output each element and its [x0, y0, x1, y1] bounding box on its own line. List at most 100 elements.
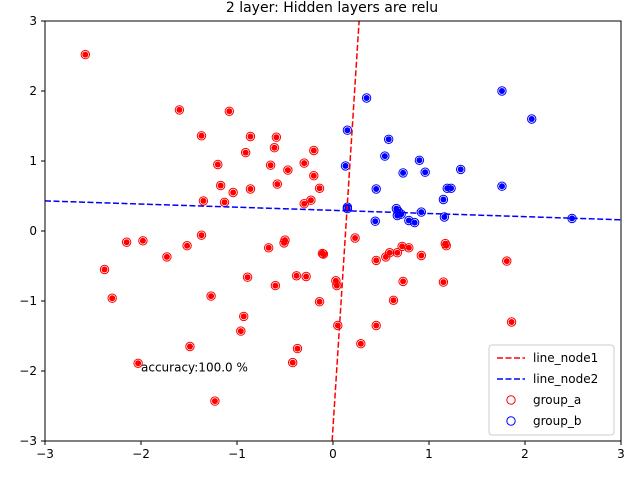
group_a-point: [240, 147, 251, 158]
accuracy-annotation: accuracy:100.0 %: [141, 361, 248, 375]
group_b-point-fill: [400, 169, 407, 176]
x-tick-label: −3: [36, 447, 54, 461]
group_a-point-fill: [310, 172, 317, 179]
group_a-point: [371, 320, 381, 331]
group_a-point-fill: [508, 319, 515, 325]
group_a-point-fill: [394, 249, 401, 256]
group_a-point-fill: [274, 181, 281, 188]
group_a-point: [270, 280, 281, 291]
group_b-point-fill: [363, 95, 370, 101]
group_a-point: [314, 183, 325, 194]
series-group_a: [80, 49, 517, 406]
group_a-point-fill: [271, 144, 278, 151]
group_a-point-fill: [294, 345, 301, 352]
group_a-point-fill: [303, 273, 310, 280]
group_b-point-fill: [416, 157, 423, 164]
group_a-point-fill: [316, 185, 323, 192]
line_node2: [45, 200, 621, 221]
legend: line_node1 line_node2 group_a group_b: [488, 344, 615, 436]
group_a-point-fill: [109, 295, 116, 302]
y-tick-label: 2: [29, 84, 37, 98]
group_a-point-fill: [289, 359, 296, 366]
group_a-point: [263, 243, 274, 253]
lines-layer: [45, 21, 621, 441]
group_a-point-fill: [301, 160, 308, 167]
group_a-point: [210, 396, 220, 406]
group_a-point-fill: [217, 182, 224, 189]
group_a-point: [99, 264, 110, 275]
group_a-point: [441, 241, 451, 251]
group_a-point: [265, 160, 276, 170]
group_b-point: [416, 207, 427, 217]
group_a-point: [291, 271, 302, 281]
group_a-point-fill: [214, 161, 221, 168]
group_b-point: [420, 167, 430, 177]
group_a-point: [384, 248, 395, 258]
series-layer: [80, 49, 577, 406]
group_a-point-fill: [226, 108, 233, 115]
group_a-point: [185, 341, 195, 352]
group_b-point: [455, 164, 466, 175]
group_a-point-fill: [163, 253, 170, 260]
group_b-point-fill: [441, 214, 448, 220]
group_a-point: [506, 317, 517, 327]
group_b-point: [371, 184, 381, 194]
group_a-point-fill: [247, 133, 254, 140]
group_a-point-fill: [184, 242, 191, 249]
group_b-point: [342, 203, 353, 214]
legend-label-group_b: group_b: [533, 414, 581, 428]
group_a-point-fill: [390, 297, 397, 304]
y-tick-label: −1: [19, 294, 37, 308]
group_b-point-fill: [422, 169, 429, 176]
group_a-point: [138, 236, 148, 246]
group_a-point-fill: [399, 243, 406, 250]
group_a-point-fill: [273, 134, 280, 141]
group_a-point: [371, 255, 381, 266]
group_a-point-fill: [267, 162, 274, 169]
group_a-point: [301, 271, 311, 282]
group_b-point: [497, 181, 507, 191]
series-group_b: [340, 86, 577, 228]
group_a-point: [196, 230, 207, 240]
group_b-point-fill: [344, 127, 351, 134]
group_a-point-fill: [333, 282, 340, 289]
group_a-point-fill: [373, 322, 380, 329]
group_a-point: [198, 196, 209, 206]
group_b-point: [439, 212, 450, 222]
group_a-point-fill: [198, 232, 205, 239]
group_b-point-fill: [448, 185, 455, 192]
group_a-point-fill: [301, 200, 308, 207]
group_a-point-fill: [101, 266, 108, 273]
group_a-point-fill: [139, 237, 146, 244]
group_a-point: [287, 357, 298, 368]
legend-label-group_a: group_a: [533, 393, 581, 407]
group_a-point-fill: [319, 250, 326, 257]
group_b-point: [438, 194, 449, 205]
group_a-point: [245, 131, 256, 142]
group_b-point: [409, 217, 420, 228]
group_a-point: [107, 293, 117, 303]
legend-swatch-group_b: [506, 416, 516, 426]
group_a-point-fill: [357, 340, 364, 347]
x-tick-label: 2: [521, 447, 529, 461]
group_b-point: [396, 209, 406, 219]
group_b-point: [446, 183, 456, 194]
axes-layer: −3 −2 −1 0 1 2 3 −3 −2 −1 0 1 2 3: [19, 14, 625, 461]
group_a-point: [398, 276, 408, 287]
group_a-point-fill: [382, 253, 389, 260]
group_a-point-fill: [198, 132, 205, 139]
group_a-point: [318, 249, 329, 259]
group_b-point: [414, 155, 425, 166]
group_b-point: [527, 114, 537, 124]
group_a-point-fill: [352, 235, 359, 241]
group_a-point: [236, 326, 246, 336]
line_node1: [331, 21, 360, 441]
group_a-point-fill: [237, 328, 244, 335]
group_a-point-fill: [405, 244, 412, 251]
group_b-point: [497, 86, 507, 96]
group_a-point: [206, 291, 216, 301]
group_a-point: [392, 248, 403, 258]
group_a-point-fill: [281, 239, 288, 246]
group_a-point: [416, 250, 427, 261]
group_a-point-fill: [230, 189, 237, 196]
